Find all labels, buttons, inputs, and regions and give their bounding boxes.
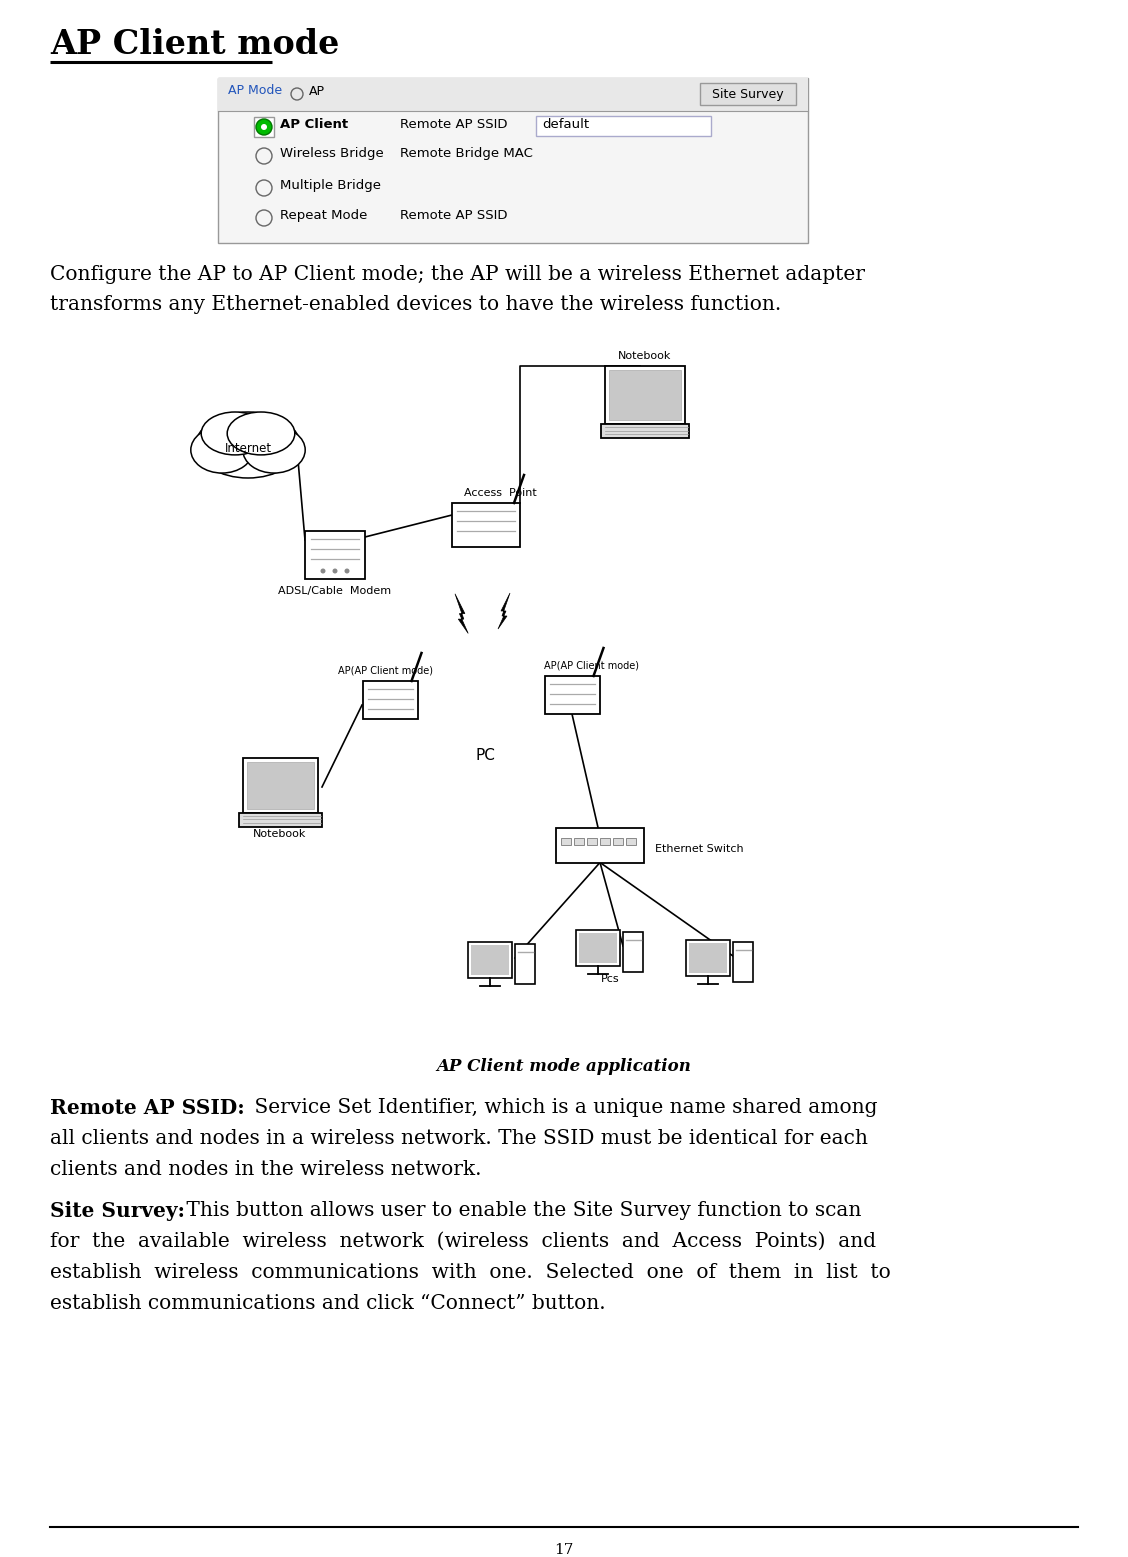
- Text: establish communications and click “Connect” button.: establish communications and click “Conn…: [50, 1294, 606, 1313]
- FancyBboxPatch shape: [686, 940, 730, 976]
- Text: Remote AP SSID:: Remote AP SSID:: [50, 1098, 245, 1118]
- Text: Pcs: Pcs: [601, 975, 619, 984]
- Text: Remote AP SSID: Remote AP SSID: [400, 118, 508, 131]
- FancyBboxPatch shape: [561, 838, 571, 845]
- Text: clients and nodes in the wireless network.: clients and nodes in the wireless networ…: [50, 1160, 482, 1179]
- FancyBboxPatch shape: [452, 503, 520, 547]
- Text: Wireless Bridge: Wireless Bridge: [280, 146, 384, 160]
- Text: for  the  available  wireless  network  (wireless  clients  and  Access  Points): for the available wireless network (wire…: [50, 1232, 876, 1250]
- Circle shape: [256, 118, 272, 135]
- FancyBboxPatch shape: [600, 838, 610, 845]
- Polygon shape: [455, 593, 468, 634]
- FancyBboxPatch shape: [576, 930, 620, 965]
- Text: Configure the AP to AP Client mode; the AP will be a wireless Ethernet adapter: Configure the AP to AP Client mode; the …: [50, 265, 865, 283]
- Text: Internet: Internet: [224, 442, 272, 455]
- Ellipse shape: [196, 413, 300, 478]
- Text: Multiple Bridge: Multiple Bridge: [280, 179, 381, 192]
- Circle shape: [344, 568, 350, 573]
- Text: AP Mode: AP Mode: [228, 84, 282, 97]
- Text: 17: 17: [554, 1543, 574, 1557]
- Ellipse shape: [191, 427, 253, 473]
- FancyBboxPatch shape: [556, 827, 644, 863]
- Circle shape: [320, 568, 326, 573]
- Text: Remote AP SSID: Remote AP SSID: [400, 209, 508, 223]
- Text: AP(AP Client mode): AP(AP Client mode): [337, 665, 432, 676]
- FancyBboxPatch shape: [218, 78, 808, 111]
- Text: AP Client mode application: AP Client mode application: [437, 1059, 691, 1074]
- Text: Access  Point: Access Point: [464, 487, 537, 498]
- FancyBboxPatch shape: [733, 942, 754, 982]
- FancyBboxPatch shape: [601, 424, 689, 438]
- FancyBboxPatch shape: [247, 761, 314, 808]
- Text: all clients and nodes in a wireless network. The SSID must be identical for each: all clients and nodes in a wireless netw…: [50, 1129, 867, 1148]
- Text: transforms any Ethernet-enabled devices to have the wireless function.: transforms any Ethernet-enabled devices …: [50, 294, 782, 315]
- Text: AP Client: AP Client: [280, 118, 349, 131]
- Text: ADSL/Cable  Modem: ADSL/Cable Modem: [279, 585, 391, 596]
- Circle shape: [333, 568, 337, 573]
- Text: Repeat Mode: Repeat Mode: [280, 209, 368, 223]
- FancyBboxPatch shape: [587, 838, 597, 845]
- Polygon shape: [497, 593, 510, 629]
- Ellipse shape: [201, 413, 268, 455]
- Text: Service Set Identifier, which is a unique name shared among: Service Set Identifier, which is a uniqu…: [248, 1098, 878, 1116]
- Text: AP(AP Client mode): AP(AP Client mode): [545, 660, 640, 670]
- Ellipse shape: [227, 413, 294, 455]
- FancyBboxPatch shape: [362, 680, 417, 719]
- FancyBboxPatch shape: [472, 945, 509, 975]
- FancyBboxPatch shape: [605, 366, 685, 424]
- Text: AP: AP: [309, 86, 325, 98]
- FancyBboxPatch shape: [700, 83, 796, 104]
- Text: Notebook: Notebook: [254, 828, 307, 839]
- Text: Site Survey:: Site Survey:: [50, 1200, 185, 1221]
- FancyBboxPatch shape: [609, 371, 681, 420]
- FancyBboxPatch shape: [536, 117, 711, 135]
- Circle shape: [261, 125, 267, 129]
- FancyBboxPatch shape: [626, 838, 636, 845]
- FancyBboxPatch shape: [689, 944, 728, 973]
- FancyBboxPatch shape: [468, 942, 512, 978]
- FancyBboxPatch shape: [238, 813, 321, 827]
- Text: This button allows user to enable the Site Survey function to scan: This button allows user to enable the Si…: [180, 1200, 862, 1221]
- Text: default: default: [541, 118, 589, 131]
- FancyBboxPatch shape: [218, 78, 808, 243]
- FancyBboxPatch shape: [613, 838, 623, 845]
- Text: Notebook: Notebook: [618, 350, 671, 361]
- Ellipse shape: [243, 427, 306, 473]
- Text: Remote Bridge MAC: Remote Bridge MAC: [400, 146, 532, 160]
- FancyBboxPatch shape: [574, 838, 584, 845]
- FancyBboxPatch shape: [305, 531, 365, 579]
- Text: PC: PC: [475, 747, 495, 763]
- Text: establish  wireless  communications  with  one.  Selected  one  of  them  in  li: establish wireless communications with o…: [50, 1263, 891, 1281]
- FancyBboxPatch shape: [515, 944, 535, 984]
- Text: Site Survey: Site Survey: [712, 87, 784, 101]
- FancyBboxPatch shape: [623, 933, 643, 972]
- FancyBboxPatch shape: [579, 933, 617, 962]
- Text: AP Client mode: AP Client mode: [50, 28, 340, 61]
- FancyBboxPatch shape: [254, 117, 274, 137]
- Text: Ethernet Switch: Ethernet Switch: [655, 844, 743, 853]
- FancyBboxPatch shape: [545, 676, 599, 715]
- FancyBboxPatch shape: [243, 758, 317, 813]
